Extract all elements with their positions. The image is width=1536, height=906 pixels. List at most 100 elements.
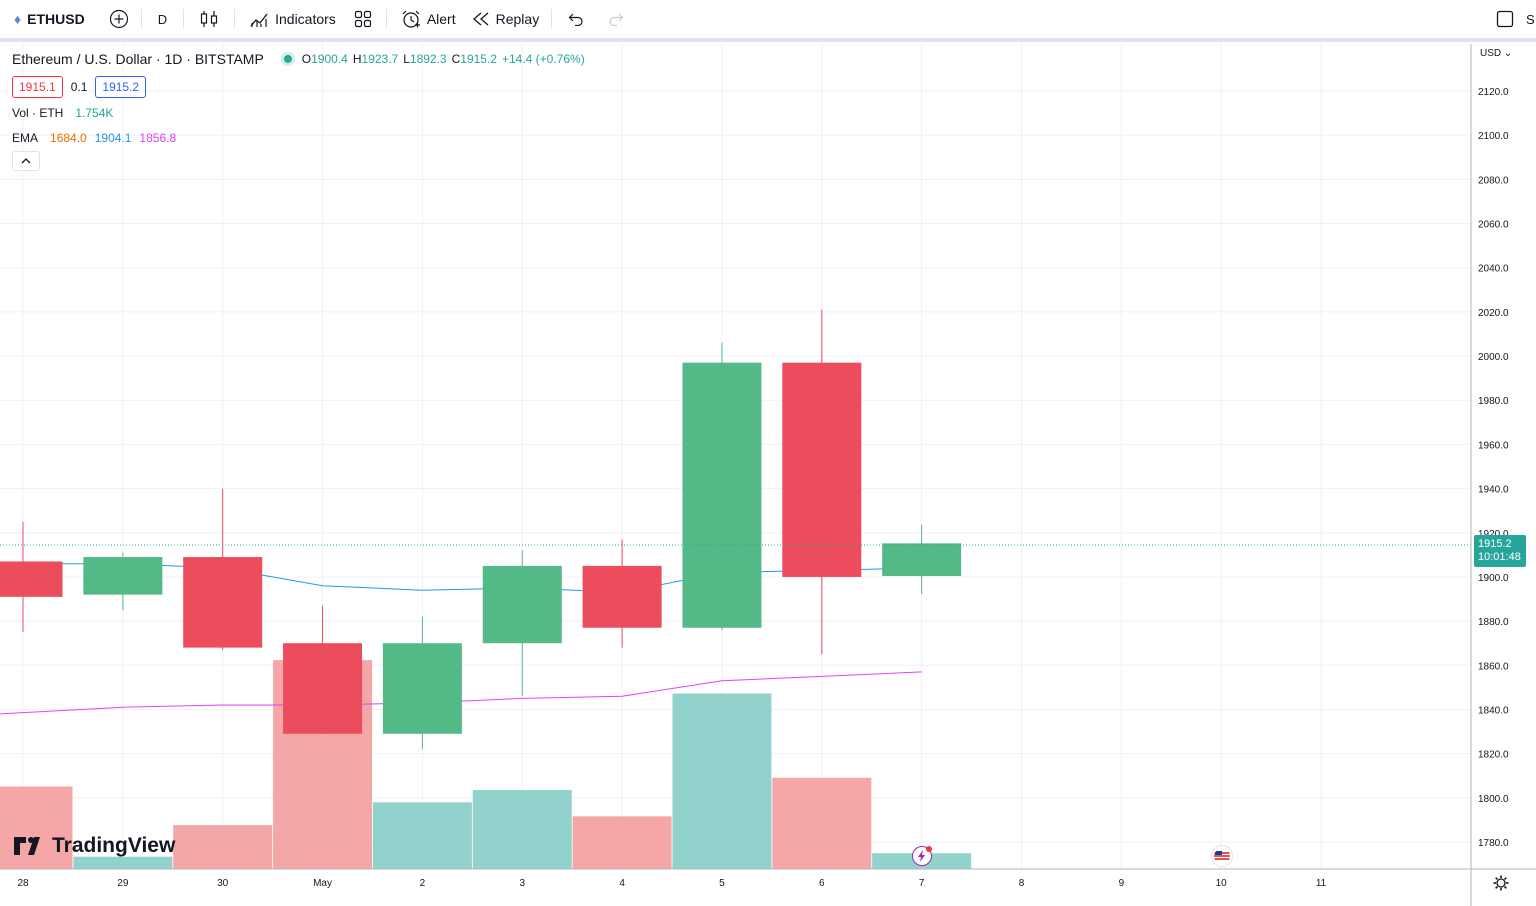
indicators-icon <box>250 13 268 27</box>
last-price-value: 1915.2 <box>1478 538 1512 550</box>
open-value: 1900.4 <box>311 52 348 66</box>
candle-body <box>782 362 862 577</box>
y-tick-label: 1820.0 <box>1478 750 1509 761</box>
y-tick-label: 2000.0 <box>1478 352 1509 363</box>
x-tick-label: 10 <box>1216 878 1228 889</box>
replay-label: Replay <box>495 11 540 27</box>
currency-label: USD <box>1480 48 1502 59</box>
ema-line-magenta <box>0 671 922 715</box>
chart-type-button[interactable] <box>188 0 230 38</box>
undo-icon <box>568 13 583 26</box>
low-value: 1892.3 <box>409 52 447 66</box>
volume-bar <box>472 790 572 869</box>
undo-button[interactable] <box>556 0 596 38</box>
close-value: 1915.2 <box>460 52 497 66</box>
top-toolbar: ♦ ETHUSD D Indicators Alert Replay S <box>0 0 1536 38</box>
gear-core <box>1496 878 1506 888</box>
rewind-icon <box>472 12 489 26</box>
volume-bar <box>772 777 872 869</box>
toolbar-separator <box>0 38 1536 42</box>
us-flag-icon <box>1213 847 1231 865</box>
candle-body <box>0 561 63 597</box>
market-status-dot[interactable] <box>283 55 292 63</box>
redo-button[interactable] <box>596 0 636 38</box>
currency-selector[interactable]: USD ⌄ <box>1480 48 1512 59</box>
indicators-label: Indicators <box>275 11 336 27</box>
y-tick-label: 1960.0 <box>1478 440 1509 451</box>
countdown-value: 10:01:48 <box>1478 551 1521 563</box>
candle-body <box>83 557 163 595</box>
candles-icon <box>201 11 218 27</box>
chart-legend: Ethereum / U.S. Dollar · 1D · BITSTAMP O… <box>12 50 585 171</box>
candle-body <box>582 565 662 628</box>
candles <box>0 309 962 750</box>
templates-grid-icon <box>354 10 371 28</box>
y-tick-label: 1800.0 <box>1478 794 1509 805</box>
ema-lines <box>0 563 922 715</box>
volume-bar <box>73 856 173 869</box>
gear-tooth <box>1503 885 1507 889</box>
y-tick-label: 1880.0 <box>1478 617 1509 628</box>
volume-bar <box>173 825 273 869</box>
lightning-icon <box>918 850 925 862</box>
buy-price-button[interactable]: 1915.2 <box>95 76 147 98</box>
ethereum-icon: ♦ <box>14 11 22 27</box>
toolbar-divider <box>234 9 236 29</box>
candle-body <box>283 643 363 734</box>
settings-gear-icon[interactable] <box>1493 875 1509 891</box>
volume-bar <box>372 802 472 869</box>
y-tick-label: 1900.0 <box>1478 573 1509 584</box>
y-tick-label: 1940.0 <box>1478 485 1509 496</box>
y-tick-label: 1860.0 <box>1478 661 1509 672</box>
x-tick-label: 11 <box>1316 878 1327 889</box>
legend-title: Ethereum / U.S. Dollar · 1D · BITSTAMP <box>12 51 264 67</box>
compare-symbol-button[interactable] <box>93 0 137 38</box>
candle-body <box>682 362 762 628</box>
close-label: C <box>451 52 461 66</box>
legend-collapse-button[interactable] <box>12 151 40 171</box>
tradingview-logo[interactable]: TradingView <box>14 834 175 858</box>
bid-ask-row: 1915.1 0.1 1915.2 <box>12 76 585 98</box>
volume-bar <box>572 816 672 869</box>
volume-legend: Vol · ETH 1.754K <box>12 106 585 120</box>
x-tick-label: 9 <box>1119 878 1125 889</box>
ema-line-blue <box>0 563 922 593</box>
replay-button[interactable]: Replay <box>464 0 548 38</box>
symbol-search-button[interactable]: ♦ ETHUSD <box>0 0 93 38</box>
interval-button[interactable]: D <box>146 0 179 38</box>
layout-button[interactable] <box>1488 0 1524 38</box>
x-tick-label: 7 <box>919 878 925 889</box>
x-tick-label: 5 <box>719 878 725 889</box>
ohlc-values: O1900.4 H1923.7 L1892.3 C1915.2 +14.4 (+… <box>302 52 585 66</box>
candle-body <box>482 565 562 644</box>
gear-tooth <box>1503 877 1507 881</box>
chevron-down-icon: ⌄ <box>1503 48 1513 59</box>
tradingview-logo-icon <box>14 837 40 855</box>
x-tick-label: 8 <box>1019 878 1025 889</box>
sell-price-button[interactable]: 1915.1 <box>12 76 63 98</box>
toolbar-divider <box>140 9 142 29</box>
low-label: L <box>403 52 410 66</box>
volume-label: Vol · ETH <box>12 106 64 120</box>
indicators-button[interactable]: Indicators <box>239 0 344 38</box>
volume-bar <box>0 786 73 869</box>
alert-button[interactable]: Alert <box>391 0 464 38</box>
symbol-label: ETHUSD <box>27 11 85 27</box>
gear-tooth <box>1495 877 1499 881</box>
toolbar-cut-label: S <box>1526 11 1535 27</box>
economic-event-marker[interactable] <box>1211 845 1233 867</box>
toolbar-divider <box>183 9 185 29</box>
templates-button[interactable] <box>344 0 382 38</box>
ema-value-orange: 1684.0 <box>50 131 87 145</box>
chevron-up-icon <box>21 158 31 164</box>
x-tick-label: 6 <box>819 878 825 889</box>
y-tick-label: 2080.0 <box>1478 175 1509 186</box>
alert-label: Alert <box>426 11 456 27</box>
y-tick-label: 2020.0 <box>1478 308 1509 319</box>
tradingview-logo-text: TradingView <box>52 834 176 857</box>
toolbar-divider <box>385 9 387 29</box>
toolbar-cut-item[interactable]: S <box>1524 0 1536 38</box>
candle-body <box>382 643 462 734</box>
redo-icon <box>609 13 624 26</box>
